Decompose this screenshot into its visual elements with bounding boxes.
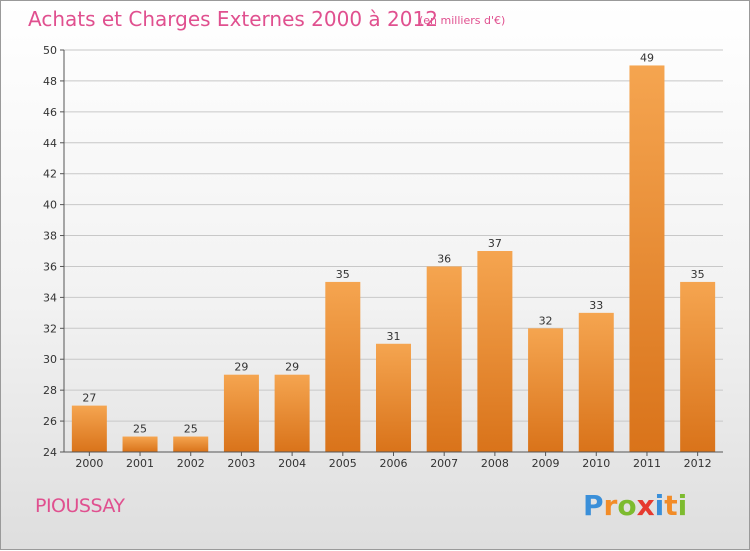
data-label: 25: [133, 423, 147, 436]
y-tick-label: 24: [43, 446, 57, 459]
x-tick-label: 2003: [227, 457, 255, 470]
x-tick-label: 2001: [126, 457, 154, 470]
data-label: 37: [488, 237, 502, 250]
axes: [60, 49, 723, 456]
x-tick-label: 2005: [329, 457, 357, 470]
x-tick-label: 2012: [684, 457, 712, 470]
y-tick-label: 28: [43, 384, 57, 397]
chart-title: Achats et Charges Externes 2000 à 2012: [28, 7, 438, 31]
y-tick-label: 40: [43, 199, 57, 212]
logo-letter: r: [603, 489, 618, 522]
bar: [71, 405, 107, 452]
bar: [223, 374, 259, 452]
bar: [325, 281, 361, 452]
x-tick-label: 2006: [380, 457, 408, 470]
bar: [477, 251, 513, 452]
bar: [680, 281, 716, 452]
bar: [629, 65, 665, 452]
y-tick-label: 42: [43, 168, 57, 181]
data-label: 36: [437, 252, 451, 265]
data-label: 49: [640, 51, 654, 64]
data-label: 31: [387, 330, 401, 343]
bar: [426, 266, 462, 452]
chart-unit: (en milliers d'€): [419, 14, 506, 27]
y-tick-label: 38: [43, 230, 57, 243]
bars: [71, 65, 716, 452]
y-tick-label: 36: [43, 260, 57, 273]
x-tick-label: 2010: [582, 457, 610, 470]
logo-letter: i: [677, 489, 688, 522]
labels: 24 26 28 30 32 34 36 38 40 42 44 46 48 50 27 2000 25 2001…: [43, 44, 712, 470]
data-label: 33: [589, 299, 603, 312]
x-tick-label: 2002: [177, 457, 205, 470]
y-tick-label: 46: [43, 106, 57, 119]
y-tick-label: 26: [43, 415, 57, 428]
y-tick-label: 34: [43, 291, 57, 304]
bar: [528, 328, 564, 452]
y-tick-label: 50: [43, 44, 57, 57]
x-tick-label: 2009: [532, 457, 560, 470]
data-label: 29: [285, 361, 299, 374]
bar: [376, 343, 411, 452]
data-label: 35: [691, 268, 705, 281]
proxiti-logo: Proxiti: [583, 489, 687, 522]
x-tick-label: 2000: [75, 457, 103, 470]
bar: [274, 374, 310, 452]
y-tick-label: 44: [43, 137, 57, 150]
x-tick-label: 2007: [430, 457, 458, 470]
data-label: 32: [539, 314, 553, 327]
x-tick-label: 2004: [278, 457, 306, 470]
commune-name: PIOUSSAY: [35, 495, 125, 517]
y-tick-label: 48: [43, 75, 57, 88]
data-label: 27: [82, 392, 96, 405]
logo-letter: i: [654, 489, 665, 522]
y-tick-label: 30: [43, 353, 57, 366]
bar: [578, 312, 614, 452]
bar: [173, 436, 209, 452]
data-label: 25: [184, 423, 198, 436]
x-tick-label: 2011: [633, 457, 661, 470]
logo-letter: P: [583, 489, 604, 522]
logo-letter: t: [664, 489, 678, 522]
x-tick-label: 2008: [481, 457, 509, 470]
logo-letter: o: [617, 489, 637, 522]
logo-letter: x: [636, 489, 655, 522]
data-label: 35: [336, 268, 350, 281]
bar: [122, 436, 158, 452]
data-label: 29: [234, 361, 248, 374]
y-tick-label: 32: [43, 322, 57, 335]
